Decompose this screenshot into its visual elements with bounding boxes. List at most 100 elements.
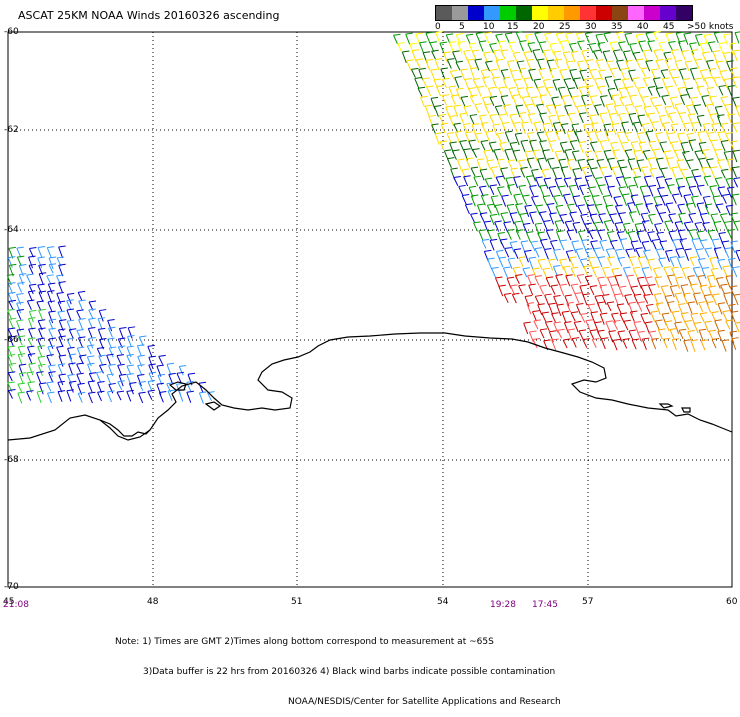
wind-barb xyxy=(731,193,740,206)
colorbar-swatch xyxy=(468,6,484,20)
wind-barb xyxy=(629,94,637,108)
wind-barb xyxy=(595,33,603,46)
wind-barb xyxy=(653,31,661,42)
wind-barb xyxy=(611,166,620,177)
wind-barb xyxy=(679,238,687,250)
wind-barb xyxy=(536,103,544,114)
wind-barb xyxy=(671,166,679,179)
wind-barb xyxy=(624,149,633,160)
wind-barb xyxy=(548,114,556,127)
wind-barb xyxy=(674,321,682,335)
wind-barb xyxy=(608,112,617,125)
wind-barb xyxy=(7,256,16,268)
wind-barb xyxy=(640,312,648,324)
colorbar-swatches xyxy=(435,5,693,21)
wind-barb xyxy=(544,320,553,332)
wind-barb xyxy=(648,213,656,225)
wind-barb xyxy=(27,337,36,348)
colorbar-swatch xyxy=(436,6,452,20)
wind-barb xyxy=(732,122,740,133)
wind-barb xyxy=(539,284,547,295)
wind-barb xyxy=(698,328,707,342)
wind-barb xyxy=(553,50,561,63)
wind-barb xyxy=(654,203,663,215)
wind-barb xyxy=(559,239,568,251)
wind-barb xyxy=(528,283,536,296)
wind-barb xyxy=(46,274,54,285)
wind-barb xyxy=(18,372,27,385)
wind-barb xyxy=(598,213,606,224)
wind-barb xyxy=(699,284,708,296)
wind-barb xyxy=(676,159,684,171)
coastline xyxy=(7,332,733,441)
wind-barb xyxy=(653,267,661,278)
wind-barb xyxy=(592,49,601,60)
wind-barb xyxy=(417,86,426,97)
wind-barb xyxy=(611,122,620,136)
wind-barb xyxy=(48,364,56,377)
wind-barb xyxy=(496,132,505,143)
wind-barb xyxy=(620,141,629,152)
wind-barb xyxy=(660,194,669,206)
wind-barb xyxy=(589,329,597,340)
wind-barbs xyxy=(6,31,740,404)
wind-barb xyxy=(722,310,730,321)
wind-barb xyxy=(446,132,455,143)
coastline-island-1 xyxy=(168,381,187,391)
wind-barb xyxy=(632,77,640,88)
wind-barb xyxy=(28,283,37,295)
wind-barb xyxy=(8,389,16,399)
wind-barb xyxy=(707,229,716,241)
wind-barb xyxy=(18,363,27,377)
wind-barb xyxy=(660,167,668,179)
wind-barb xyxy=(449,69,458,80)
wind-barb xyxy=(523,77,531,89)
wind-barb xyxy=(607,87,616,101)
wind-barb xyxy=(638,40,646,52)
wind-barb xyxy=(687,301,696,314)
wind-barb xyxy=(616,303,625,314)
wind-barb xyxy=(706,131,715,143)
wind-barb xyxy=(666,184,675,195)
wind-barb xyxy=(530,96,539,107)
wind-barb xyxy=(622,193,630,206)
wind-barb xyxy=(570,50,579,63)
wind-barb xyxy=(563,77,572,89)
colorbar-swatch xyxy=(660,6,676,20)
pass-time-1: 21:08 xyxy=(3,600,29,610)
wind-barb xyxy=(503,104,511,117)
wind-barb xyxy=(717,329,725,342)
wind-barb xyxy=(727,229,735,240)
wind-barb xyxy=(422,77,430,88)
wind-barb xyxy=(510,167,518,179)
wind-barb xyxy=(553,294,561,306)
wind-barb xyxy=(610,67,618,78)
wind-barb xyxy=(720,168,729,179)
wind-barb xyxy=(77,290,86,302)
wind-barb xyxy=(640,67,649,78)
wind-barb xyxy=(478,40,487,52)
wind-barb xyxy=(620,67,628,80)
wind-barb xyxy=(509,113,517,126)
wind-barb xyxy=(551,338,559,351)
wind-barb xyxy=(526,132,535,144)
wind-barb xyxy=(527,113,536,125)
wind-barb xyxy=(560,123,569,135)
wind-barb xyxy=(610,283,618,296)
wind-barb xyxy=(539,112,547,124)
wind-barb xyxy=(559,213,567,224)
wind-barb xyxy=(687,330,695,341)
wind-barb xyxy=(498,86,506,98)
wind-barb xyxy=(674,59,683,71)
wind-barb xyxy=(664,220,672,232)
wind-barb xyxy=(126,389,134,402)
wind-barb xyxy=(569,68,577,82)
wind-barb xyxy=(614,248,623,261)
wind-barb xyxy=(713,247,722,260)
wind-barb xyxy=(613,319,621,331)
wind-barb xyxy=(718,42,727,54)
wind-barb xyxy=(537,258,546,270)
wind-barb xyxy=(723,77,732,91)
wind-barb xyxy=(715,60,724,71)
wind-barb xyxy=(608,330,616,343)
